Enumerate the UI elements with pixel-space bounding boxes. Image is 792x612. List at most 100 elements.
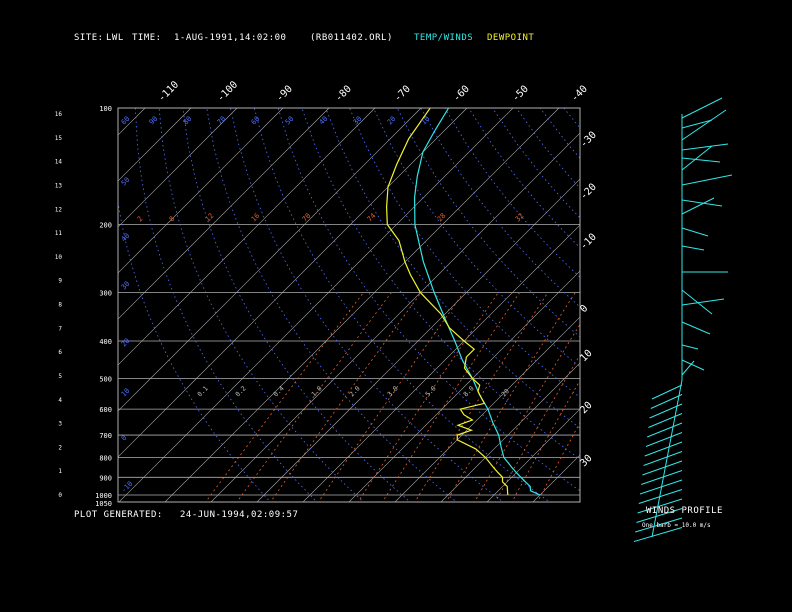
height-tick-label: 1 [58, 468, 62, 475]
mixing-ratio-label: 5.0 [424, 384, 438, 398]
wind-barb [681, 197, 715, 215]
adiabat-label: 30 [120, 280, 132, 292]
wind-barb-lower [643, 451, 683, 466]
wind-barb-lower [636, 508, 683, 523]
isotherm-line [0, 108, 99, 503]
adiabat-label: 20 [120, 337, 132, 349]
site-value: LWL [106, 33, 124, 43]
top-temp-tick-label: -110 [156, 79, 181, 104]
mixing-ratio-line [357, 292, 499, 502]
adiabat-label: 0 [120, 434, 129, 443]
isotherm-line [532, 454, 580, 502]
wind-barb-lower [651, 384, 683, 400]
mixing-ratio-label-upper: 12 [204, 212, 216, 224]
pressure-tick-label: 800 [99, 454, 112, 462]
isotherm-line [164, 108, 560, 502]
isotherm-line [118, 108, 376, 366]
height-tick-label: 11 [55, 230, 63, 237]
mixing-ratio-label-upper: 16 [250, 212, 262, 224]
mixing-ratio-label-upper: 74 [366, 212, 378, 224]
height-tick-label: 3 [58, 421, 62, 428]
isotherm-line [440, 362, 580, 502]
site-label: SITE: [74, 33, 104, 43]
isotherm-line [118, 108, 330, 320]
mixing-ratio-label: 0.2 [234, 384, 248, 398]
height-tick-label: 5 [58, 373, 62, 380]
mixing-ratio-line [205, 292, 364, 502]
dry-adiabat [515, 108, 580, 189]
wind-barb [681, 199, 723, 207]
wind-barb [681, 360, 695, 376]
pressure-tick-label: 300 [99, 290, 112, 298]
mixing-ratio-label-upper: 2 [136, 215, 145, 224]
wind-barb [681, 359, 705, 371]
isotherm-line [348, 270, 580, 502]
isotherm-line [670, 108, 792, 503]
top-adiabat-label: 70 [216, 115, 228, 127]
isotherm-line [302, 224, 580, 502]
right-temp-tick-label: 20 [578, 400, 594, 416]
pressure-tick-label: 500 [99, 376, 112, 384]
pressure-tick-label: 600 [99, 406, 112, 414]
top-adiabat-label: 10 [420, 115, 432, 127]
top-temp-tick-label: -80 [333, 84, 354, 105]
mixing-ratio-label-upper: 32 [514, 212, 526, 224]
mixing-ratio-label: 20 [500, 387, 511, 398]
top-adiabat-label: 20 [386, 115, 398, 127]
pressure-tick-label: 1000 [95, 492, 112, 500]
wind-barb [681, 174, 733, 186]
dry-adiabat [707, 108, 792, 503]
mixing-ratio-label-upper: 70 [301, 212, 313, 224]
top-adiabat-label: 30 [352, 115, 364, 127]
mixing-ratio-label-upper: 8 [168, 215, 177, 224]
winds-scale: One barb = 10.0 m/s [642, 522, 711, 529]
height-tick-label: 9 [58, 278, 62, 285]
mixing-ratio-label-upper: 28 [436, 212, 448, 224]
winds-axis-lower [651, 379, 683, 538]
dry-adiabat [158, 108, 365, 502]
height-tick-label: 7 [58, 325, 62, 332]
mixing-ratio-label: 1.0 [310, 384, 324, 398]
height-tick-label: 16 [55, 111, 63, 118]
wind-barb [681, 245, 705, 251]
mixing-ratio-label: 8.0 [462, 384, 476, 398]
sounding-traces [385, 108, 541, 496]
right-temp-tick-label: -20 [578, 182, 599, 203]
wind-barb [681, 298, 725, 306]
wind-barb [681, 119, 713, 129]
top-adiabat-label: 40 [318, 115, 330, 127]
pressure-tick-label: 1050 [95, 500, 112, 508]
plot-frame [117, 107, 581, 503]
isotherm-line [624, 108, 792, 503]
isotherm-line [118, 108, 238, 228]
legend-dewpoint: DEWPOINT [487, 33, 535, 43]
wind-barb [681, 145, 713, 171]
time-value: 1-AUG-1991,14:02:00 [174, 33, 287, 43]
wind-barb-lower [644, 441, 683, 457]
dewpoint-trace [385, 108, 509, 496]
pressure-tick-label: 200 [99, 221, 112, 229]
wind-barb-lower [639, 479, 683, 495]
mixing-ratio-line [318, 292, 464, 502]
dry-adiabat [420, 108, 580, 308]
temperature-trace [413, 108, 541, 496]
wind-barb [681, 344, 699, 350]
height-tick-label: 12 [55, 206, 63, 213]
plot-generated-label: PLOT GENERATED: [74, 510, 163, 520]
dry-adiabat [277, 108, 580, 492]
height-tick-label: 6 [58, 349, 62, 356]
top-temp-tick-label: -70 [392, 84, 413, 105]
top-adiabat-label: 80 [182, 115, 194, 127]
mixing-ratio-label: 2.0 [348, 384, 362, 398]
wind-barb [681, 109, 727, 141]
dry-adiabat [731, 108, 792, 503]
top-temp-tick-label: -90 [274, 84, 295, 105]
isotherm-line [394, 316, 580, 502]
isotherm-line [118, 108, 146, 136]
top-temp-tick-label: -60 [451, 84, 472, 105]
wind-barb [681, 143, 729, 151]
isotherm-line [118, 108, 468, 458]
right-temp-tick-label: 30 [578, 453, 594, 469]
dry-adiabat [492, 108, 580, 219]
